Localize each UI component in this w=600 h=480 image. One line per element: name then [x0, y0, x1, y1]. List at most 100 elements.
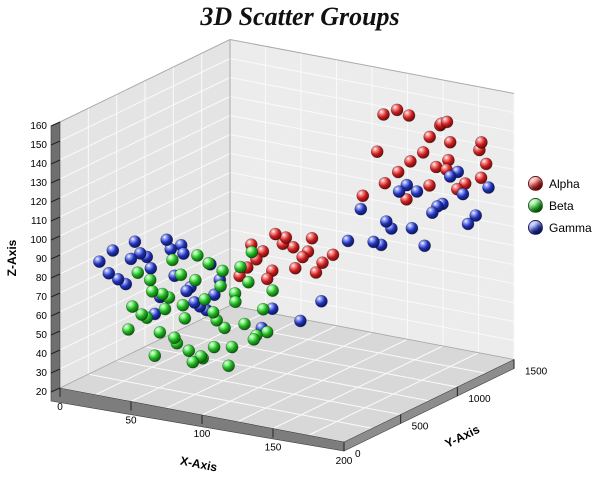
data-point-alpha: [370, 145, 384, 158]
data-point-gamma: [144, 261, 158, 275]
data-point-beta: [143, 273, 157, 287]
data-point-alpha: [440, 115, 454, 129]
tick-label: 50: [36, 330, 48, 341]
legend-item-beta: Beta: [528, 198, 592, 213]
tick-label: 150: [265, 443, 282, 454]
data-point-beta: [214, 279, 227, 293]
data-point-gamma: [93, 255, 106, 268]
tick-label: 1000: [468, 394, 491, 405]
data-point-alpha: [423, 179, 436, 192]
data-point-beta: [182, 344, 196, 358]
data-point-gamma: [367, 235, 380, 249]
tick-label: 100: [194, 429, 211, 440]
data-point-beta: [145, 285, 159, 298]
tick-label: 140: [30, 159, 47, 170]
legend-label: Alpha: [549, 176, 580, 191]
data-point-beta: [202, 256, 215, 270]
data-point-gamma: [128, 235, 142, 248]
data-point-beta: [186, 355, 200, 369]
data-point-gamma: [379, 215, 393, 228]
data-point-beta: [158, 302, 172, 316]
data-point-alpha: [416, 146, 430, 159]
data-point-beta: [168, 331, 181, 345]
data-point-alpha: [288, 261, 302, 275]
data-point-gamma: [461, 217, 475, 231]
legend-item-gamma: Gamma: [528, 220, 592, 235]
data-point-beta: [242, 275, 255, 289]
data-point-alpha: [269, 227, 282, 241]
data-point-beta: [245, 245, 259, 259]
data-point-alpha: [286, 241, 300, 254]
data-point-beta: [238, 317, 251, 331]
data-point-beta: [256, 302, 270, 316]
tick-label: 60: [36, 311, 48, 322]
legend-marker-beta-icon: [528, 198, 543, 213]
tick-label: 70: [36, 292, 48, 303]
tick-label: 0: [355, 449, 361, 460]
data-point-gamma: [425, 206, 439, 219]
tick-label: 1500: [525, 367, 548, 378]
tick-labels: 20 30 40 50 60 70 80 90 100 110 120 130 140 150 160 0 50…: [30, 121, 547, 467]
data-point-beta: [176, 298, 190, 312]
data-point-alpha: [391, 165, 405, 179]
data-point-alpha: [474, 171, 488, 185]
data-point-gamma: [354, 202, 368, 216]
data-point-gamma: [294, 314, 307, 328]
data-point-beta: [191, 249, 204, 262]
legend-marker-gamma-icon: [528, 220, 543, 235]
data-point-beta: [198, 293, 211, 306]
data-point-beta: [216, 264, 229, 278]
data-point-beta: [247, 333, 261, 346]
tick-label: 0: [57, 402, 63, 413]
data-point-beta: [131, 266, 145, 280]
x-axis-title: X-Axis: [179, 454, 219, 475]
legend-label: Beta: [549, 198, 574, 213]
data-point-gamma: [180, 284, 193, 298]
data-point-beta: [148, 349, 162, 363]
tick-label: 50: [125, 416, 137, 427]
data-point-gamma: [111, 272, 125, 286]
data-point-beta: [135, 308, 148, 321]
tick-label: 30: [36, 368, 48, 379]
tick-label: 40: [36, 349, 48, 360]
data-point-beta: [206, 306, 220, 319]
legend-label: Gamma: [549, 220, 592, 235]
data-point-beta: [229, 295, 242, 309]
data-point-gamma: [341, 234, 355, 248]
tick-label: 130: [30, 178, 47, 189]
data-point-beta: [260, 325, 274, 339]
tick-label: 500: [412, 422, 429, 433]
data-point-beta: [126, 300, 139, 313]
y-axis-title: Y-Axis: [443, 422, 482, 451]
data-point-beta: [189, 273, 202, 287]
data-point-gamma: [410, 185, 424, 198]
data-point-alpha: [390, 103, 404, 117]
data-points: [93, 103, 495, 373]
data-point-gamma: [102, 266, 116, 280]
data-point-gamma: [482, 181, 495, 194]
data-point-gamma: [315, 294, 328, 308]
tick-label: 160: [30, 121, 47, 132]
data-point-alpha: [402, 109, 416, 122]
data-point-gamma: [443, 170, 457, 183]
data-point-beta: [234, 260, 247, 274]
data-point-beta: [225, 340, 239, 354]
data-point-beta: [222, 359, 235, 373]
data-point-alpha: [260, 272, 274, 286]
data-point-beta: [166, 253, 179, 267]
data-point-beta: [174, 268, 188, 282]
data-point-gamma: [106, 244, 120, 257]
legend-marker-alpha-icon: [528, 176, 543, 191]
data-point-alpha: [305, 232, 319, 245]
tick-marks: [50, 121, 515, 451]
chart-title: 3D Scatter Groups: [200, 2, 400, 31]
data-point-gamma: [456, 187, 470, 201]
data-point-beta: [122, 323, 135, 336]
wall-edges: [59, 38, 515, 389]
data-point-gamma: [392, 185, 406, 198]
tick-label: 90: [36, 254, 48, 265]
data-point-alpha: [400, 193, 413, 206]
tick-label: 150: [30, 140, 47, 151]
